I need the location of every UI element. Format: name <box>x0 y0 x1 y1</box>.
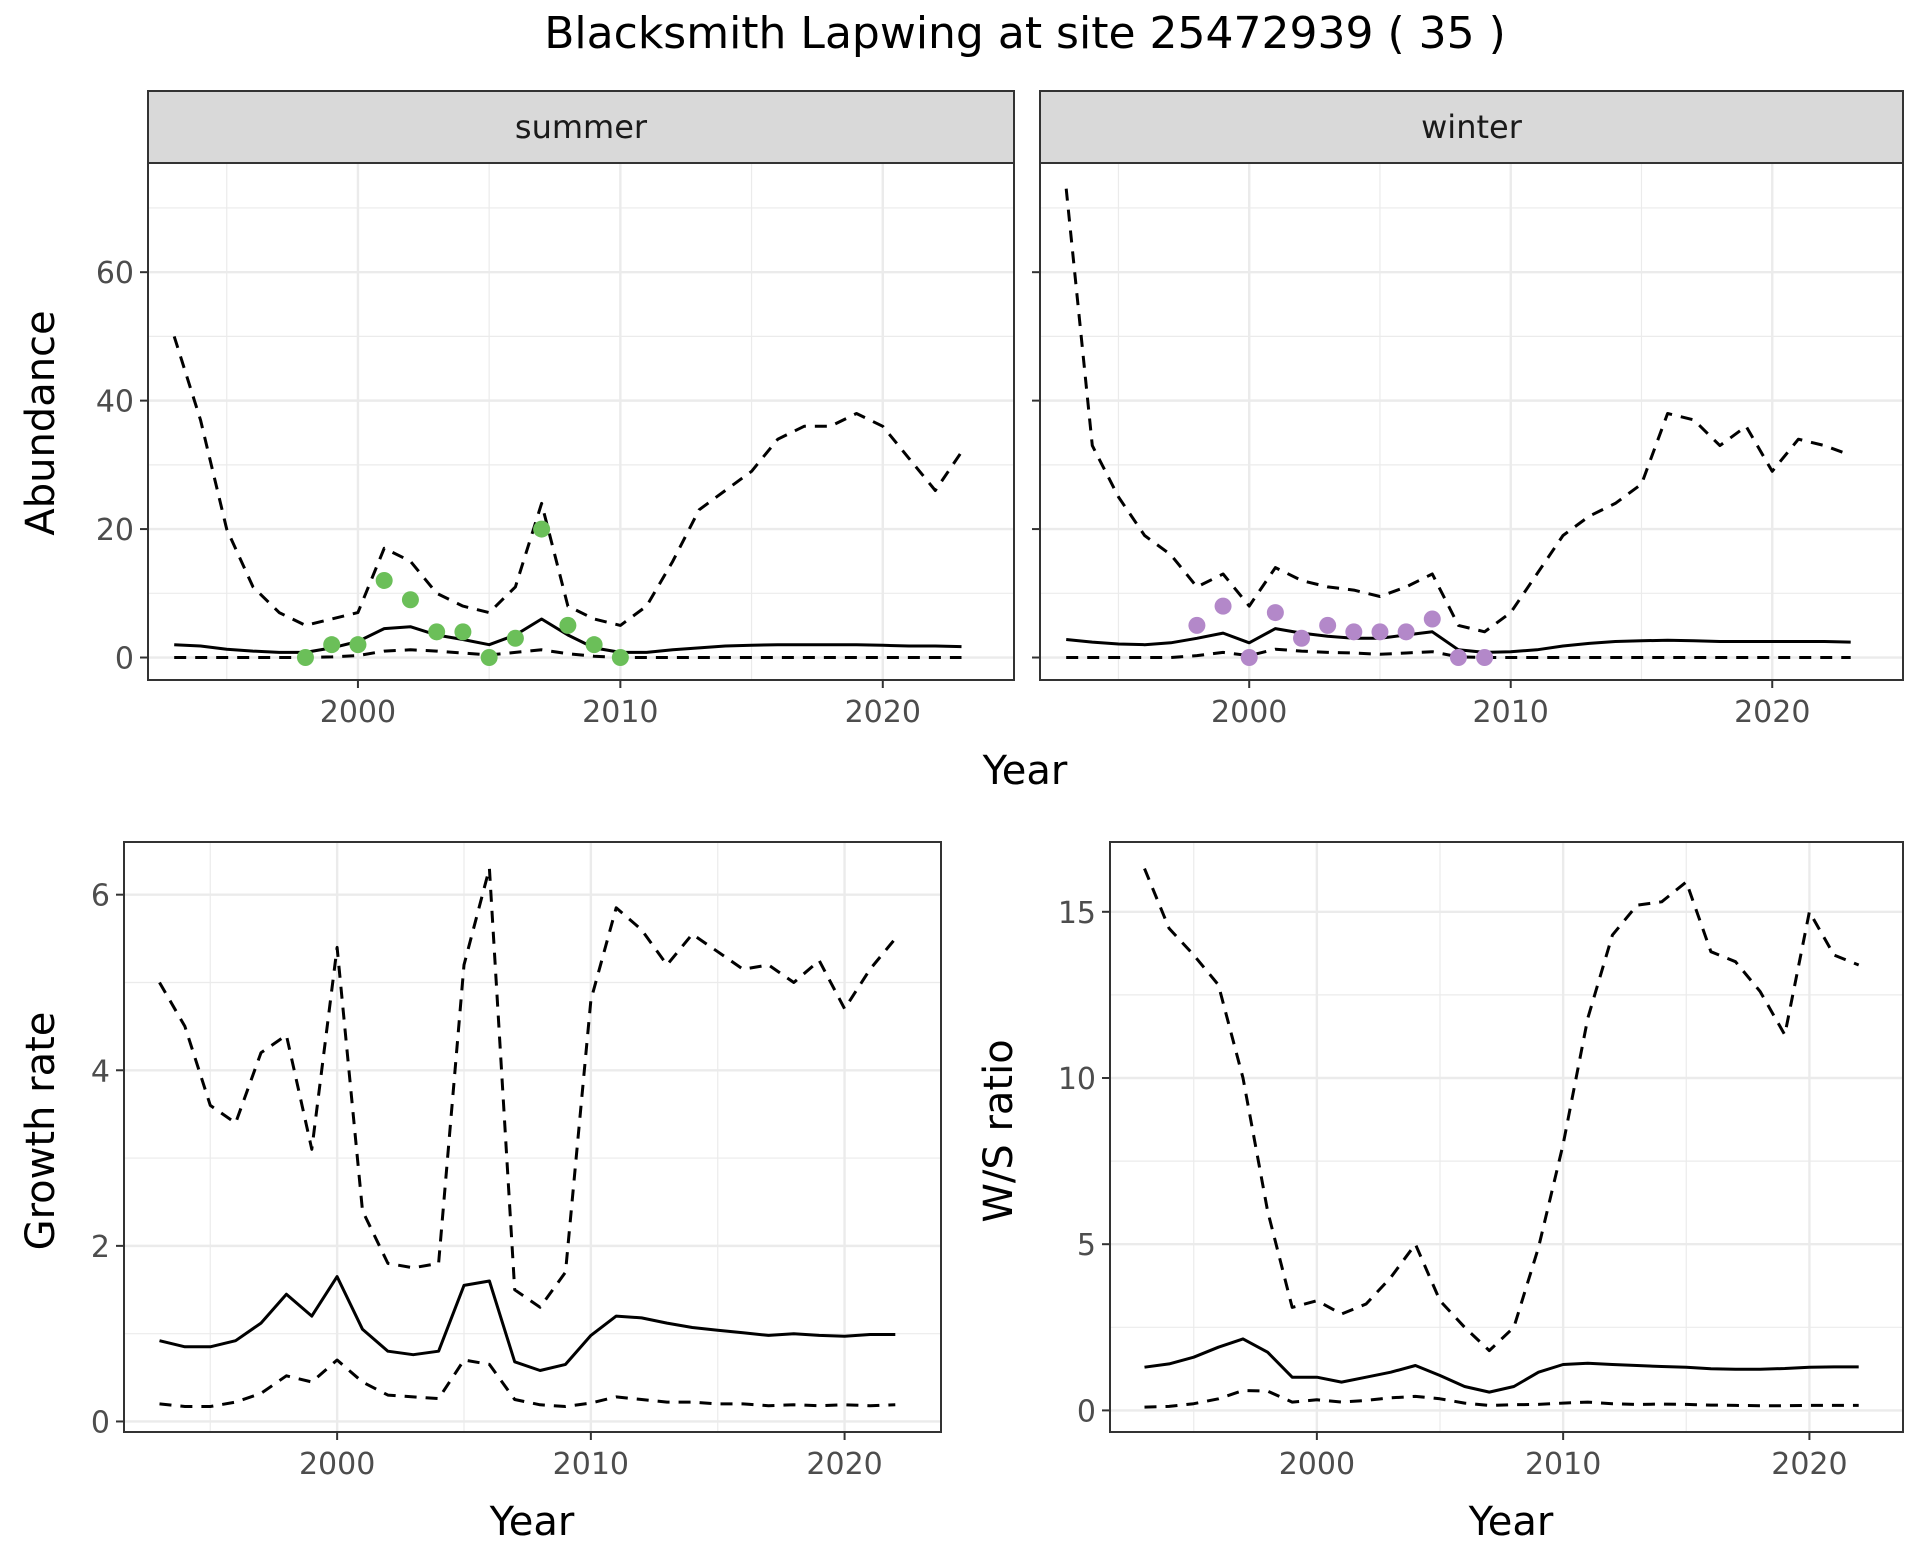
summer-plot-background <box>148 163 1014 680</box>
summer-xtick-label: 2010 <box>582 695 658 730</box>
ratio-series-upper <box>1143 868 1860 1353</box>
growth-ytick-label: 2 <box>91 1230 110 1265</box>
summer-data-point <box>480 649 498 667</box>
growth-xtick-label: 2000 <box>299 1447 375 1482</box>
figure-title: Blacksmith Lapwing at site 25472939 ( 35… <box>544 8 1506 59</box>
summer-data-point <box>559 616 577 634</box>
growth-ytick-label: 0 <box>91 1405 110 1440</box>
winter-data-point <box>1449 649 1467 667</box>
growth-panel-border <box>123 841 942 1433</box>
top-panels-xlabel: Year <box>982 748 1068 794</box>
winter-data-point <box>1214 597 1232 615</box>
summer-data-point <box>506 629 524 647</box>
ratio-series-lower <box>1144 1389 1859 1409</box>
summer-ytick-label: 20 <box>96 513 134 548</box>
growth-xtick-label: 2010 <box>553 1447 629 1482</box>
growth-ytick-label: 4 <box>91 1054 110 1089</box>
summer-xtick-label: 2020 <box>845 695 921 730</box>
summer-ytick-label: 40 <box>96 385 134 420</box>
winter-strip-label: winter <box>1421 108 1523 146</box>
summer-data-point <box>533 520 551 538</box>
summer-ylabel: Abundance <box>18 310 64 535</box>
summer-data-point <box>401 591 419 609</box>
summer-data-point <box>323 636 341 654</box>
winter-series-upper <box>1064 188 1852 634</box>
winter-data-point <box>1319 616 1337 634</box>
growth-series-lower <box>159 1358 896 1408</box>
summer-data-point <box>296 649 314 667</box>
summer-ytick-label: 0 <box>115 642 134 677</box>
winter-xtick-label: 2000 <box>1211 695 1287 730</box>
growth-series-upper <box>158 866 897 1309</box>
ratio-panel-border <box>1109 841 1904 1433</box>
winter-data-point <box>1293 629 1311 647</box>
summer-strip-label: summer <box>515 108 648 146</box>
growth-xlabel: Year <box>489 1499 575 1545</box>
growth-ytick-label: 6 <box>91 879 110 914</box>
winter-strip <box>1039 90 1904 164</box>
ratio-ytick-label: 15 <box>1058 896 1096 931</box>
summer-ytick-label: 60 <box>96 256 134 291</box>
summer-data-point <box>349 636 367 654</box>
winter-data-point <box>1266 604 1284 622</box>
ratio-series-mean <box>1144 1337 1859 1394</box>
growth-plot-background <box>124 842 941 1432</box>
summer-data-point <box>611 649 629 667</box>
winter-data-point <box>1188 616 1206 634</box>
summer-xtick-label: 2000 <box>320 695 396 730</box>
ratio-ytick-label: 5 <box>1077 1228 1096 1263</box>
winter-xtick-label: 2020 <box>1734 695 1810 730</box>
summer-series-upper <box>172 335 963 627</box>
winter-data-point <box>1476 649 1494 667</box>
summer-data-point <box>585 636 603 654</box>
growth-xtick-label: 2020 <box>806 1447 882 1482</box>
ratio-ytick-label: 10 <box>1058 1062 1096 1097</box>
summer-strip <box>147 90 1015 164</box>
ratio-ylabel: W/S ratio <box>976 1039 1022 1222</box>
winter-data-point <box>1240 649 1258 667</box>
growth-series-mean <box>159 1275 896 1372</box>
ratio-xtick-label: 2000 <box>1279 1447 1355 1482</box>
winter-data-point <box>1423 610 1441 628</box>
winter-data-point <box>1345 623 1363 641</box>
ratio-xtick-label: 2010 <box>1525 1447 1601 1482</box>
summer-data-point <box>428 623 446 641</box>
winter-plot-background <box>1040 163 1903 680</box>
winter-series-lower <box>1066 647 1851 659</box>
winter-data-point <box>1397 623 1415 641</box>
ratio-xtick-label: 2020 <box>1771 1447 1847 1482</box>
winter-xtick-label: 2010 <box>1473 695 1549 730</box>
winter-data-point <box>1371 623 1389 641</box>
ratio-xlabel: Year <box>1468 1499 1554 1545</box>
growth-ylabel: Growth rate <box>18 1012 64 1251</box>
summer-data-point <box>454 623 472 641</box>
summer-data-point <box>375 571 393 589</box>
ratio-ytick-label: 0 <box>1077 1394 1096 1429</box>
